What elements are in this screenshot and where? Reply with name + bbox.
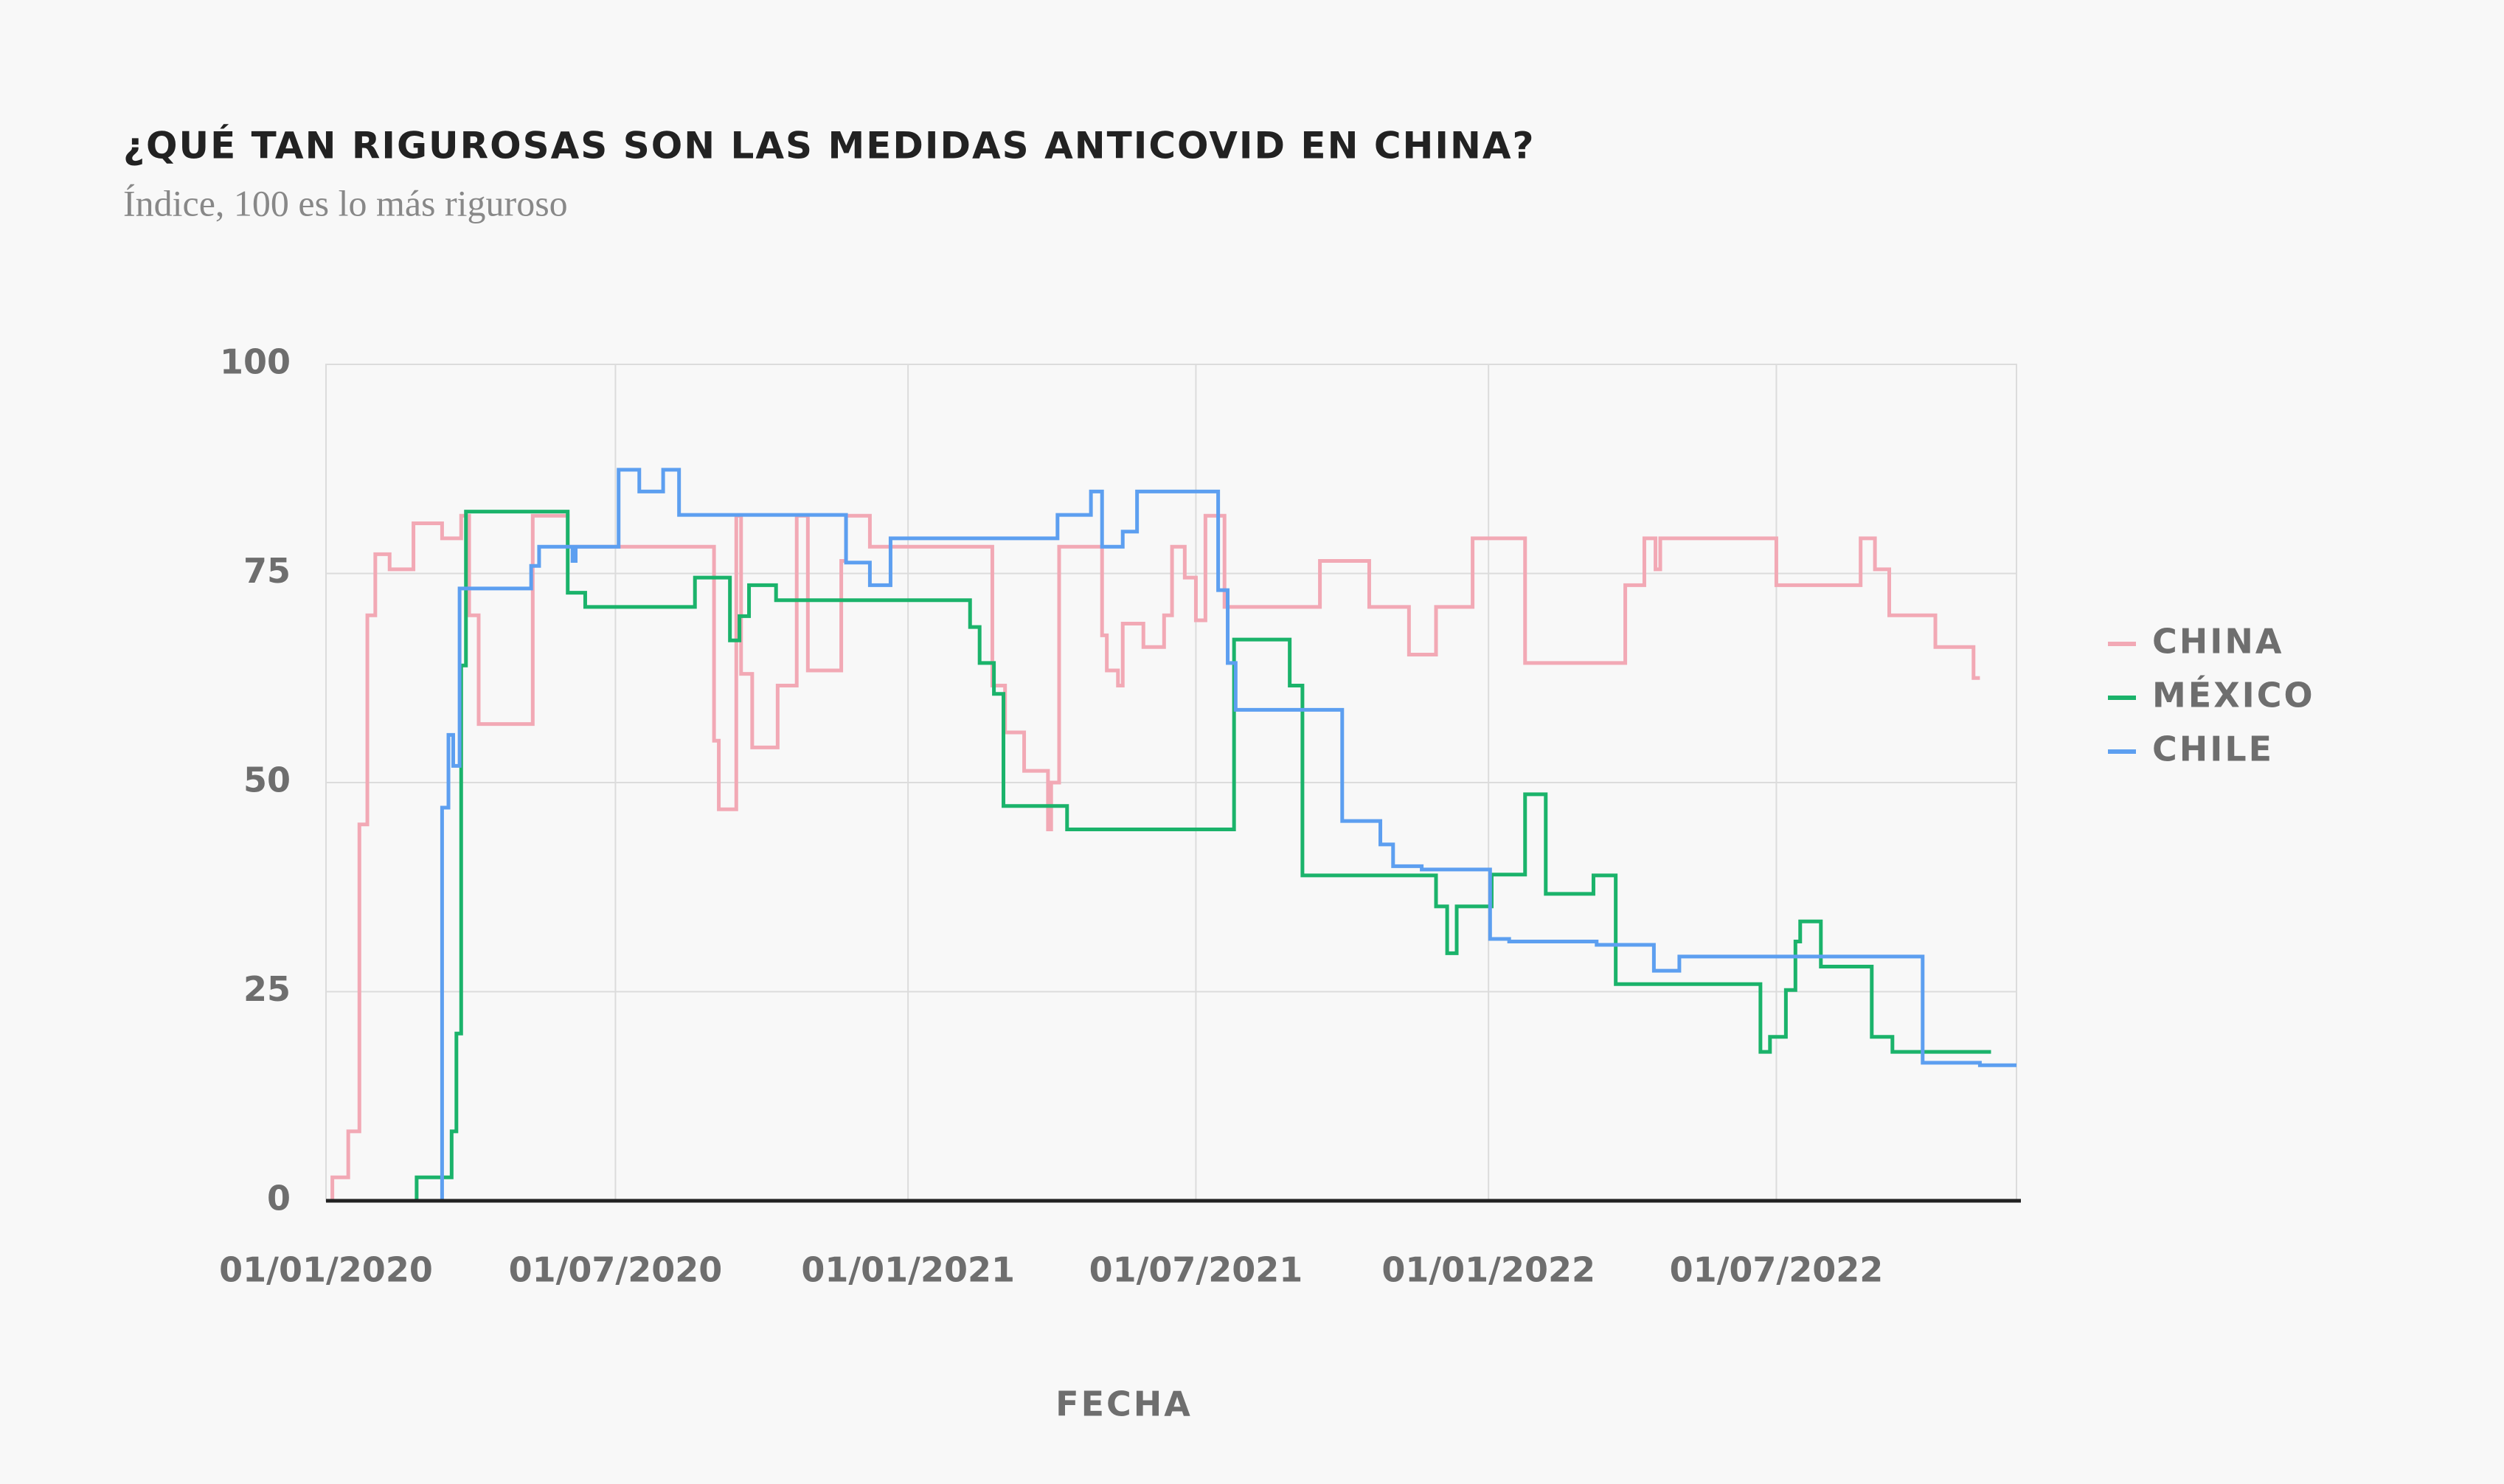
x-tick-label: 01/01/2020 [219,1250,433,1290]
series-line [326,510,1991,1203]
y-tick-label: 25 [243,969,291,1009]
legend-label: CHINA [2152,622,2283,662]
y-tick-label: 0 [267,1179,291,1218]
y-tick-label: 50 [243,760,291,800]
x-tick-label: 01/01/2022 [1381,1250,1595,1290]
x-tick-label: 01/01/2021 [801,1250,1015,1290]
x-tick-label: 01/07/2020 [509,1250,723,1290]
y-tick-label: 100 [220,342,291,382]
x-axis-label: FECHA [1055,1384,1193,1424]
series-line [326,468,2016,1203]
legend-label: MÉXICO [2152,676,2315,715]
x-tick-label: 01/07/2021 [1089,1250,1303,1290]
x-tick-label: 01/07/2022 [1670,1250,1884,1290]
legend-label: CHILE [2152,729,2274,769]
chart-subtitle: Índice, 100 es lo más riguroso [123,182,568,223]
y-tick-label: 75 [243,551,291,591]
chart-title: ¿QUÉ TAN RIGUROSAS SON LAS MEDIDAS ANTIC… [123,124,1536,167]
